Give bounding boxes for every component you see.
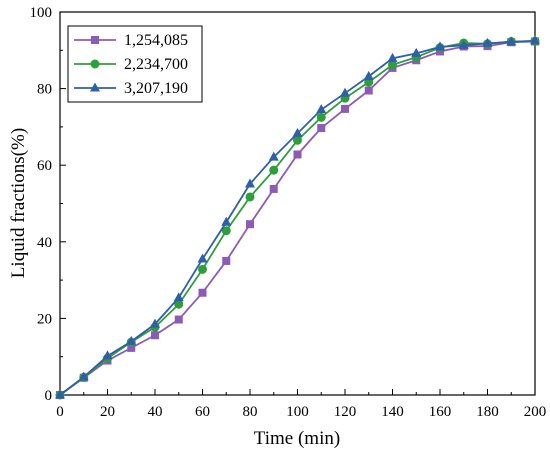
- data-point: [387, 52, 398, 62]
- data-point: [364, 86, 373, 95]
- data-point: [198, 288, 207, 297]
- data-point: [173, 292, 184, 302]
- data-point: [127, 343, 136, 352]
- data-point: [174, 315, 183, 324]
- legend-marker: [91, 36, 99, 44]
- data-point: [269, 184, 278, 193]
- x-tick-label: 160: [429, 404, 452, 420]
- series-3: [55, 35, 540, 399]
- x-tick-label: 60: [195, 404, 210, 420]
- legend: 1,254,085 2,234,700 3,207,190: [67, 25, 203, 103]
- data-point: [221, 226, 231, 236]
- y-tick-label: 80: [37, 82, 52, 98]
- data-point: [341, 104, 349, 113]
- data-point: [458, 39, 469, 49]
- data-point: [222, 256, 231, 265]
- data-point: [246, 220, 254, 229]
- data-point: [174, 299, 184, 309]
- y-axis-title: Liquid fractions(%): [8, 128, 29, 278]
- data-point: [316, 104, 327, 114]
- y-tick-label: 40: [37, 235, 52, 251]
- data-point: [126, 335, 137, 345]
- x-tick-label: 100: [286, 404, 309, 420]
- data-point: [245, 192, 255, 202]
- legend-label: 2,234,700: [124, 56, 188, 73]
- data-point: [316, 112, 326, 122]
- data-point: [388, 60, 397, 70]
- data-point: [506, 36, 517, 46]
- x-tick-label: 140: [381, 404, 404, 420]
- series-layer: [55, 35, 540, 400]
- data-point: [411, 47, 422, 57]
- data-point: [221, 216, 232, 226]
- data-point: [317, 124, 326, 133]
- data-point: [293, 150, 302, 159]
- legend-marker: [90, 82, 100, 92]
- data-point: [435, 41, 445, 51]
- data-point: [293, 135, 302, 145]
- legend-marker: [90, 59, 100, 69]
- legend-label: 1,254,085: [124, 32, 188, 49]
- data-point: [198, 264, 207, 274]
- x-tick-label: 200: [524, 404, 547, 420]
- data-point: [269, 165, 279, 175]
- y-tick-label: 60: [37, 158, 52, 174]
- data-point: [340, 87, 350, 97]
- x-tick-label: 120: [334, 404, 357, 420]
- data-point: [363, 70, 374, 80]
- data-point: [151, 331, 159, 340]
- x-tick-label: 0: [56, 404, 64, 420]
- data-point: [482, 37, 493, 47]
- x-tick-label: 180: [476, 404, 499, 420]
- data-point: [268, 151, 279, 161]
- data-point: [245, 178, 255, 188]
- y-tick-label: 100: [30, 5, 53, 21]
- data-point: [530, 35, 540, 45]
- data-point: [102, 350, 113, 360]
- y-tick-label: 20: [37, 311, 52, 327]
- data-point: [150, 318, 160, 328]
- data-point: [292, 127, 303, 137]
- data-point: [78, 371, 89, 381]
- x-axis-title: Time (min): [254, 428, 340, 449]
- x-tick-label: 40: [148, 404, 163, 420]
- data-point: [197, 253, 208, 263]
- y-tick-label: 0: [45, 388, 53, 404]
- data-point: [55, 389, 65, 399]
- legend-label: 3,207,190: [124, 80, 188, 97]
- x-tick-label: 20: [100, 404, 115, 420]
- x-tick-label: 80: [243, 404, 258, 420]
- x-axis-ticks: 0 20 40 60 80 100 120 140 160 180 200: [56, 389, 546, 420]
